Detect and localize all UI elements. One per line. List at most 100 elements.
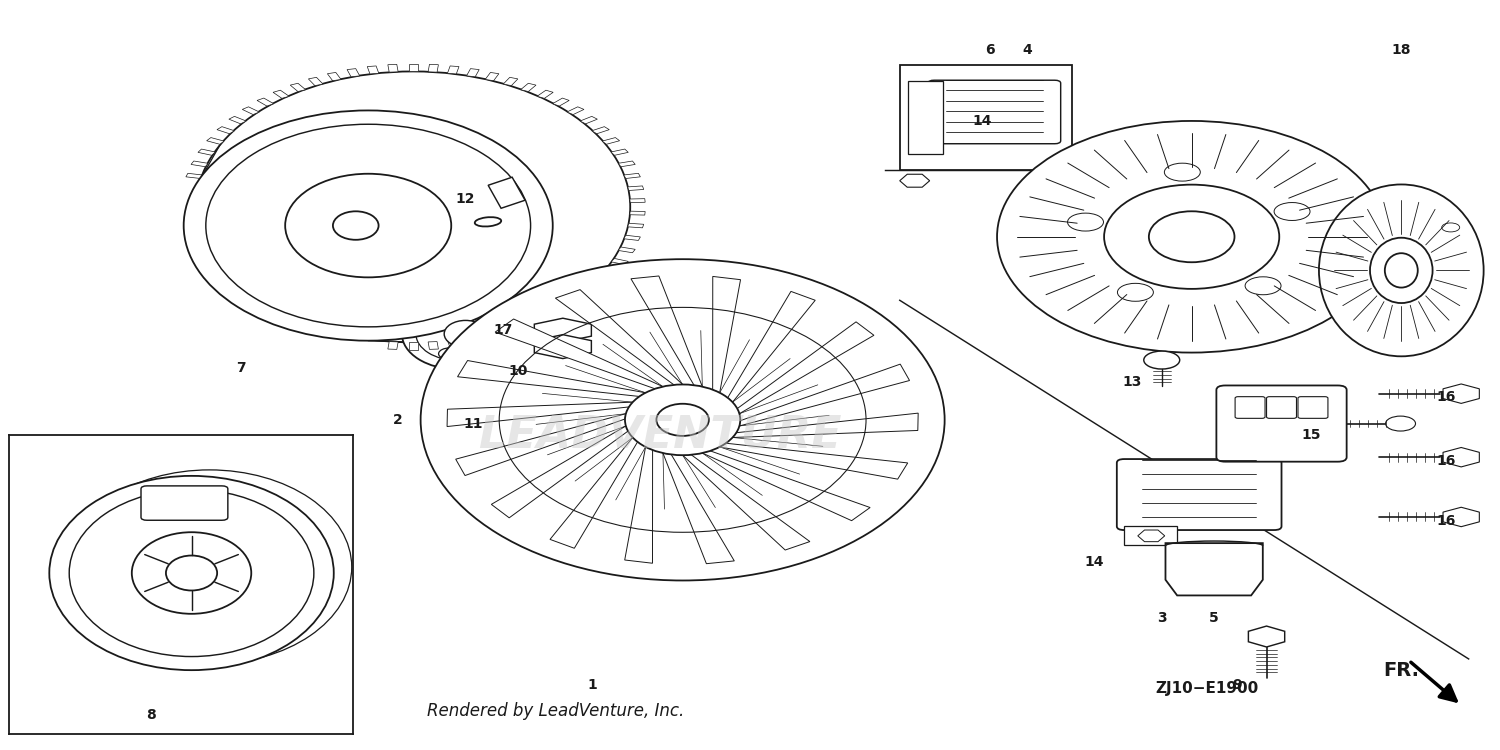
Polygon shape (624, 173, 640, 178)
FancyBboxPatch shape (1118, 459, 1281, 530)
Polygon shape (728, 292, 815, 402)
Ellipse shape (444, 320, 488, 347)
FancyBboxPatch shape (928, 80, 1060, 144)
Polygon shape (408, 64, 417, 71)
Polygon shape (495, 319, 663, 388)
Polygon shape (909, 80, 944, 154)
Text: 12: 12 (456, 193, 476, 206)
Circle shape (1452, 453, 1470, 462)
Polygon shape (408, 342, 417, 350)
Polygon shape (537, 90, 554, 98)
Polygon shape (682, 454, 810, 550)
Polygon shape (492, 426, 628, 518)
Polygon shape (552, 98, 568, 106)
Circle shape (424, 200, 444, 210)
Text: 14: 14 (1084, 555, 1104, 568)
Polygon shape (207, 137, 224, 144)
Circle shape (1144, 351, 1179, 369)
Circle shape (1257, 632, 1275, 641)
Circle shape (1226, 481, 1256, 496)
Polygon shape (702, 451, 870, 520)
Text: 7: 7 (236, 361, 246, 374)
Polygon shape (273, 90, 290, 98)
Text: 14: 14 (972, 114, 992, 128)
Circle shape (484, 302, 550, 335)
Polygon shape (567, 106, 584, 115)
Text: 15: 15 (1302, 427, 1322, 442)
Polygon shape (388, 341, 398, 350)
Circle shape (316, 179, 336, 189)
Polygon shape (624, 447, 652, 563)
Polygon shape (1248, 626, 1284, 647)
Polygon shape (290, 83, 306, 92)
Polygon shape (427, 64, 438, 72)
Polygon shape (488, 177, 525, 209)
Ellipse shape (183, 110, 552, 340)
Polygon shape (447, 66, 459, 74)
Ellipse shape (132, 532, 252, 614)
Polygon shape (720, 443, 908, 479)
Polygon shape (630, 199, 645, 202)
Polygon shape (552, 308, 568, 316)
Polygon shape (504, 77, 518, 86)
Polygon shape (627, 186, 644, 190)
Polygon shape (1443, 384, 1479, 404)
Circle shape (554, 326, 573, 335)
FancyBboxPatch shape (1234, 397, 1264, 418)
Ellipse shape (1149, 211, 1234, 262)
Ellipse shape (166, 556, 218, 590)
Circle shape (1118, 284, 1154, 302)
Ellipse shape (402, 298, 514, 370)
Polygon shape (520, 83, 536, 92)
Polygon shape (740, 364, 909, 426)
Text: 16: 16 (1437, 391, 1456, 404)
Circle shape (910, 110, 940, 125)
Polygon shape (602, 137, 619, 144)
Polygon shape (1138, 530, 1164, 542)
Ellipse shape (626, 385, 741, 455)
Polygon shape (466, 337, 478, 345)
Polygon shape (447, 402, 633, 427)
Polygon shape (368, 66, 380, 74)
Ellipse shape (416, 308, 500, 361)
Polygon shape (520, 322, 536, 331)
Polygon shape (427, 341, 438, 350)
Polygon shape (243, 106, 260, 115)
Polygon shape (198, 149, 216, 155)
Text: 17: 17 (494, 323, 513, 338)
Polygon shape (630, 211, 645, 215)
Polygon shape (663, 453, 735, 564)
Circle shape (501, 310, 534, 327)
Polygon shape (484, 73, 500, 81)
Text: 16: 16 (1437, 514, 1456, 528)
Text: Rendered by LeadVenture, Inc.: Rendered by LeadVenture, Inc. (426, 702, 684, 720)
Polygon shape (618, 161, 634, 166)
Circle shape (554, 342, 573, 352)
Ellipse shape (206, 124, 531, 327)
Polygon shape (627, 224, 644, 228)
Circle shape (1143, 481, 1172, 496)
Polygon shape (592, 127, 609, 134)
Circle shape (408, 256, 428, 267)
Ellipse shape (1384, 254, 1417, 287)
FancyBboxPatch shape (1298, 397, 1328, 418)
Text: 2: 2 (393, 413, 404, 427)
Polygon shape (555, 290, 682, 385)
Polygon shape (186, 173, 202, 178)
Polygon shape (447, 340, 459, 348)
Polygon shape (484, 333, 500, 341)
Polygon shape (537, 316, 554, 323)
Polygon shape (534, 334, 591, 358)
Polygon shape (610, 259, 628, 265)
Circle shape (1452, 512, 1470, 521)
FancyBboxPatch shape (900, 65, 1072, 170)
Text: 11: 11 (464, 416, 483, 430)
FancyBboxPatch shape (141, 486, 228, 520)
Text: 1: 1 (588, 678, 597, 692)
Polygon shape (1443, 448, 1479, 467)
Polygon shape (732, 413, 918, 437)
Polygon shape (738, 322, 874, 414)
Text: FR.: FR. (1383, 661, 1419, 680)
Polygon shape (1166, 543, 1263, 596)
Polygon shape (624, 236, 640, 241)
